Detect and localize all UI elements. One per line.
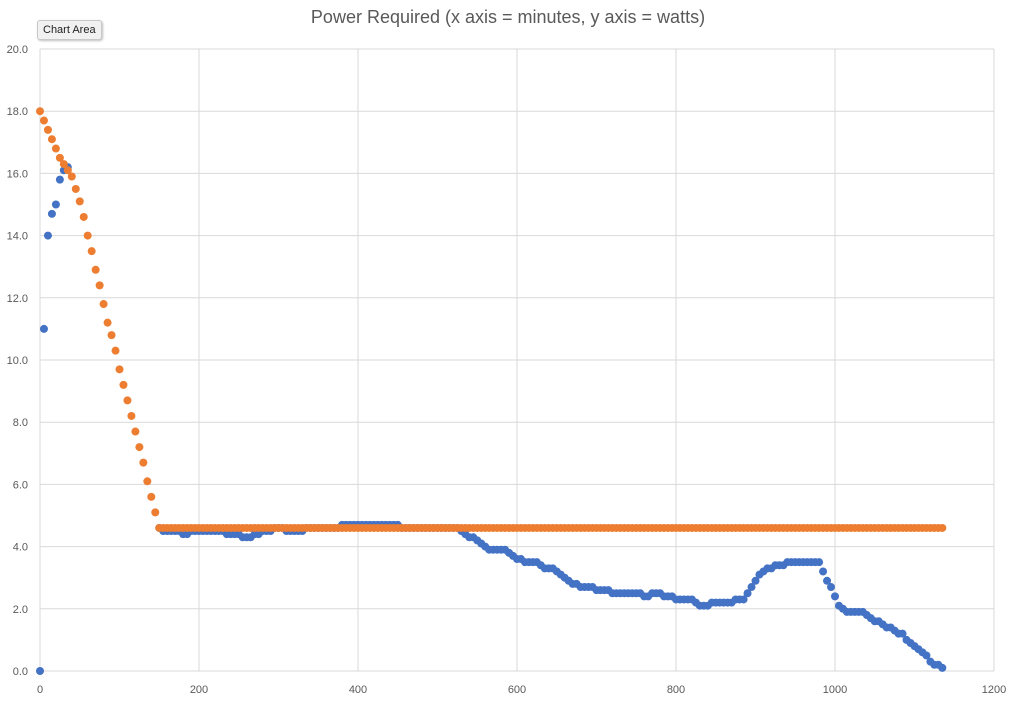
y-tick-label: 16.0 [7,168,28,180]
data-point[interactable] [59,160,68,169]
data-point[interactable] [107,331,116,340]
data-point[interactable] [91,265,100,274]
x-tick-label: 200 [190,684,208,696]
y-tick-label: 18.0 [7,106,28,118]
data-point[interactable] [39,116,48,125]
data-point[interactable] [47,135,56,144]
data-point[interactable] [55,153,64,162]
y-tick-label: 2.0 [13,604,28,616]
data-point[interactable] [143,477,152,486]
x-tick-label: 800 [667,684,685,696]
data-point[interactable] [36,667,44,675]
data-point[interactable] [739,595,748,604]
series-2 [36,107,947,532]
x-tick-label: 1000 [823,684,847,696]
data-point[interactable] [71,184,80,193]
data-point[interactable] [898,629,907,638]
y-tick-label: 0.0 [13,666,28,678]
x-tick-label: 1200 [982,684,1006,696]
data-point[interactable] [938,523,947,532]
data-point[interactable] [831,592,839,601]
data-point[interactable] [131,427,140,436]
data-point[interactable] [43,231,52,240]
x-tick-label: 400 [349,684,367,696]
data-point[interactable] [95,281,104,290]
data-point[interactable] [103,318,112,327]
data-points [36,107,947,675]
data-point[interactable] [51,200,60,209]
data-point[interactable] [827,583,836,592]
y-tick-label: 20.0 [7,44,28,56]
y-tick-label: 10.0 [7,355,28,367]
data-point[interactable] [51,144,60,153]
data-point[interactable] [43,125,52,134]
gridlines [39,48,995,672]
y-tick-label: 8.0 [13,417,28,429]
data-point[interactable] [819,567,828,576]
data-point[interactable] [747,583,756,592]
data-point[interactable] [135,443,144,452]
data-point[interactable] [151,508,160,517]
series-1 [36,163,947,675]
data-point[interactable] [123,396,132,405]
data-point[interactable] [99,300,108,309]
y-tick-label: 4.0 [13,542,28,554]
data-point[interactable] [127,411,136,420]
data-point[interactable] [111,346,120,355]
x-tick-label: 0 [37,684,43,696]
data-point[interactable] [63,166,72,175]
data-point[interactable] [83,231,92,240]
y-tick-label: 12.0 [7,293,28,305]
chart-title: Power Required (x axis = minutes, y axis… [310,7,706,27]
data-point[interactable] [119,380,128,389]
data-point[interactable] [139,458,148,467]
chart-area-tooltip: Chart Area [37,20,102,40]
y-tick-label: 14.0 [7,231,28,243]
data-point[interactable] [39,324,48,333]
data-point[interactable] [75,197,84,206]
data-point[interactable] [922,651,931,660]
data-point[interactable] [79,212,88,221]
data-point[interactable] [815,558,824,567]
data-point[interactable] [938,663,947,672]
data-point[interactable] [751,576,760,585]
data-point[interactable] [115,365,124,374]
data-point[interactable] [743,589,752,598]
data-point[interactable] [823,576,832,585]
data-point[interactable] [67,172,76,181]
data-point[interactable] [55,175,64,184]
data-point[interactable] [87,247,96,256]
y-tick-label: 6.0 [13,479,28,491]
axis-tick-labels: 0.0 2.0 4.0 6.0 8.0 10.0 12.0 14.0 16.0 18.0 20.0 0… [7,44,1007,696]
data-point[interactable] [147,492,156,501]
x-tick-label: 600 [508,684,526,696]
data-point[interactable] [47,209,56,218]
data-point[interactable] [36,107,44,116]
